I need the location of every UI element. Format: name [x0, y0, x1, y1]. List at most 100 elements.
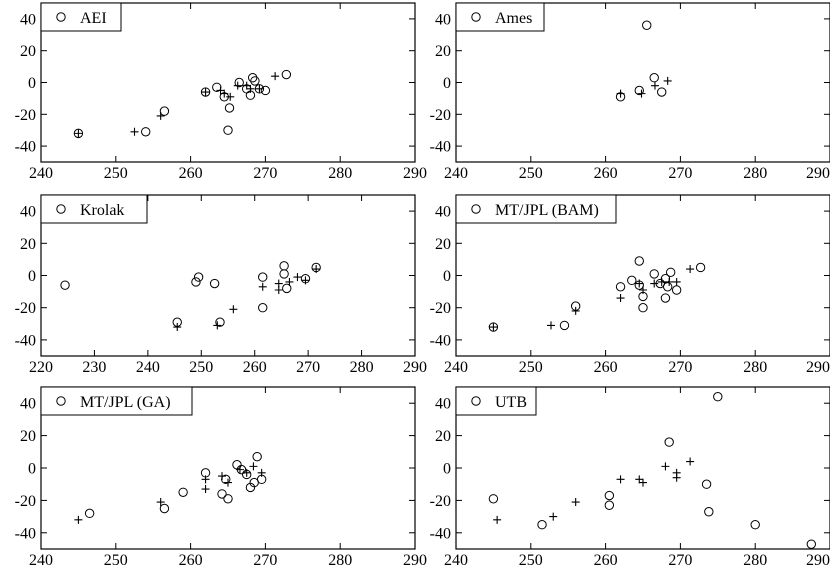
- data-point-circle: [193, 272, 204, 282]
- y-tick-label: -40: [15, 139, 36, 156]
- data-point-circle: [279, 269, 289, 279]
- data-point-plus: [635, 279, 644, 288]
- data-point-circle: [141, 127, 151, 137]
- data-point-plus: [489, 323, 498, 332]
- x-tick-label: 260: [594, 552, 618, 569]
- panel-1: 240 250 260 270 280 290 -40 -20 0 20 40 AEI: [15, 2, 427, 182]
- data-point-plus: [156, 498, 165, 507]
- x-tick-label: 250: [104, 165, 128, 182]
- data-point-circle: [750, 520, 760, 530]
- x-tick-label: 280: [328, 165, 352, 182]
- data-point-circle: [258, 272, 268, 282]
- x-tick-label: 290: [806, 359, 830, 376]
- data-point-circle: [488, 494, 499, 504]
- legend-label: AEI: [80, 10, 107, 27]
- data-point-circle: [634, 256, 644, 266]
- data-point-plus: [173, 323, 182, 332]
- data-point-circle: [60, 280, 70, 290]
- x-tick-label: 250: [189, 359, 213, 376]
- data-point-circle: [615, 282, 626, 292]
- y-tick-label: 20: [435, 43, 451, 60]
- legend-label: MT/JPL (BAM): [495, 202, 599, 219]
- data-point-circle: [247, 73, 258, 83]
- data-point-circle: [671, 285, 682, 295]
- data-point-plus: [246, 84, 255, 93]
- data-point-plus: [74, 515, 83, 524]
- data-point-plus: [665, 277, 674, 286]
- data-point-plus: [201, 475, 210, 484]
- x-tick-label: 250: [519, 552, 543, 569]
- x-tick-label: 260: [594, 165, 618, 182]
- panel-4: 240 250 260 270 280 290 -40 -20 0 20 40 MT/JPL (BAM…: [430, 194, 830, 376]
- y-tick-label: 20: [20, 236, 36, 253]
- data-point-plus: [74, 129, 83, 138]
- y-tick-label: 0: [443, 75, 451, 92]
- x-tick-label: 260: [243, 359, 267, 376]
- data-point-plus: [274, 285, 283, 294]
- data-point-plus: [224, 478, 232, 487]
- data-point-plus: [672, 277, 681, 286]
- legend-box: [455, 2, 545, 32]
- x-tick-label: 270: [296, 359, 320, 376]
- data-point-circle: [178, 487, 188, 497]
- y-tick-label: 40: [20, 204, 36, 221]
- x-tick-label: 260: [594, 359, 618, 376]
- y-tick-label: 20: [435, 428, 451, 445]
- data-point-circle: [215, 317, 225, 327]
- x-tick-label: 220: [29, 359, 53, 376]
- series-plus: [74, 72, 280, 138]
- x-tick-label: 240: [444, 552, 468, 569]
- series-circle: [73, 69, 292, 139]
- y-tick-label: 20: [20, 428, 36, 445]
- data-point-circle: [279, 261, 289, 271]
- series-plus: [489, 265, 695, 332]
- y-tick-label: 0: [28, 268, 36, 285]
- data-point-plus: [616, 89, 625, 98]
- y-tick-label: 40: [435, 11, 451, 28]
- data-point-circle: [604, 490, 615, 501]
- data-point-circle: [704, 507, 714, 517]
- x-tick-label: 270: [253, 165, 277, 182]
- data-point-circle: [642, 20, 652, 30]
- data-point-plus: [301, 276, 310, 285]
- y-tick-label: -20: [430, 107, 451, 124]
- data-point-plus: [639, 478, 647, 487]
- series-plus: [74, 462, 266, 524]
- legend-box: [455, 386, 537, 416]
- y-tick-label: -40: [15, 525, 36, 542]
- data-point-plus: [571, 306, 580, 315]
- y-tick-label: 40: [20, 396, 36, 413]
- data-point-circle: [662, 282, 673, 292]
- data-point-circle: [649, 269, 659, 279]
- legend-label: UTB: [495, 394, 527, 411]
- y-tick-label: -20: [15, 493, 36, 510]
- x-tick-label: 290: [403, 165, 427, 182]
- data-point-circle: [254, 84, 265, 94]
- data-point-plus: [661, 462, 670, 471]
- data-point-circle: [200, 87, 211, 97]
- series-plus: [173, 265, 321, 332]
- data-point-plus: [258, 282, 267, 291]
- legend-circle-marker: [56, 204, 66, 214]
- data-point-circle: [537, 520, 547, 530]
- panel-3: 220 230 240 250 260 270 280 290 -40 -20 0 20 40 Krola…: [15, 194, 427, 376]
- data-point-circle: [701, 479, 712, 489]
- data-point-plus: [650, 81, 659, 90]
- data-point-plus: [616, 294, 625, 303]
- data-point-plus: [156, 111, 165, 120]
- data-point-plus: [686, 457, 695, 466]
- data-point-circle: [159, 106, 170, 116]
- x-tick-label: 240: [136, 359, 160, 376]
- series-circle: [488, 256, 706, 332]
- y-tick-label: -20: [15, 300, 36, 317]
- data-point-circle: [627, 275, 637, 286]
- panel-6: 240 250 260 270 280 290 -40 -20 0 20 40 UTB: [430, 386, 830, 569]
- data-point-plus: [242, 468, 251, 477]
- data-point-plus: [616, 475, 625, 484]
- data-point-plus: [226, 92, 235, 101]
- legend-box: [40, 2, 122, 32]
- data-point-plus: [130, 127, 139, 136]
- y-tick-label: -20: [430, 493, 451, 510]
- data-point-circle: [209, 278, 220, 289]
- series-circle: [488, 392, 816, 549]
